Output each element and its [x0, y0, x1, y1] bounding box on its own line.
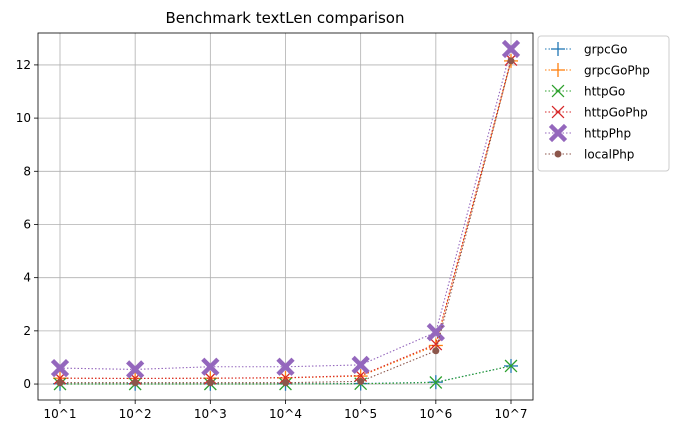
x-tick-label: 10^7: [495, 407, 528, 421]
data-point: [504, 359, 518, 373]
legend-label: httpGoPhp: [584, 106, 648, 120]
data-point: [426, 323, 445, 342]
data-point: [357, 377, 365, 385]
legend-marker: [551, 105, 565, 119]
series-layer: [50, 39, 521, 391]
data-point: [201, 357, 220, 376]
x-marker-stroke: [429, 376, 443, 389]
legend-label: httpGo: [584, 85, 625, 99]
data-point: [126, 360, 145, 379]
legend-item-localPhp: localPhp: [545, 148, 634, 162]
y-tick-label: 6: [23, 217, 31, 231]
legend-label: grpcGo: [584, 43, 627, 57]
dot-marker-shape: [432, 347, 440, 355]
dot-marker-shape: [282, 379, 289, 387]
legend-item-grpcGoPhp: grpcGoPhp: [545, 63, 650, 78]
data-point: [429, 337, 443, 351]
legend-marker: [548, 123, 568, 143]
x-marker-stroke: [551, 84, 565, 98]
series-localPhp: [56, 57, 515, 387]
legend-item-httpGo: httpGo: [545, 85, 625, 99]
y-tick-label: 10: [16, 111, 31, 125]
data-point: [501, 39, 521, 59]
y-tick-label: 4: [23, 271, 31, 285]
filled-x-marker-stroke: [426, 323, 445, 342]
filled-x-marker-stroke: [501, 39, 521, 59]
legend-marker: [551, 63, 565, 77]
legend-marker: [551, 84, 565, 98]
dot-marker-shape: [357, 377, 365, 385]
filled-x-marker-stroke: [201, 357, 220, 376]
dot-marker-shape: [507, 57, 515, 65]
data-point: [131, 379, 139, 387]
data-point: [56, 379, 64, 387]
data-point: [351, 355, 370, 375]
legend-item-httpGoPhp: httpGoPhp: [545, 106, 648, 120]
filled-x-marker-stroke: [126, 360, 145, 379]
data-point: [429, 376, 443, 389]
data-point: [206, 379, 214, 387]
chart-title: Benchmark textLen comparison: [166, 9, 405, 27]
x-marker-stroke: [504, 359, 518, 373]
legend-item-httpPhp: httpPhp: [545, 123, 631, 143]
dot-marker-shape: [554, 150, 562, 158]
data-point: [507, 57, 515, 65]
data-point: [282, 379, 289, 387]
grid-lines: [38, 33, 533, 400]
x-marker-stroke: [551, 105, 565, 119]
x-tick-label: 10^4: [269, 407, 302, 421]
legend-item-grpcGo: grpcGo: [545, 42, 627, 57]
y-tick-label: 8: [23, 164, 31, 178]
dot-marker-shape: [206, 379, 214, 387]
x-marker-stroke: [429, 337, 443, 351]
legend-label: localPhp: [584, 148, 634, 162]
x-tick-label: 10^1: [44, 407, 77, 421]
series-httpPhp: [50, 39, 521, 379]
x-tick-label: 10^3: [194, 407, 227, 421]
data-point: [50, 358, 70, 378]
legend-label: grpcGoPhp: [584, 64, 650, 78]
legend-marker: [551, 42, 565, 56]
y-tick-label: 12: [16, 58, 31, 72]
x-tick-label: 10^6: [419, 407, 452, 421]
data-point: [432, 347, 440, 355]
x-tick-label: 10^5: [344, 407, 377, 421]
y-tick-label: 0: [23, 377, 31, 391]
legend-label: httpPhp: [584, 127, 631, 141]
filled-x-marker-stroke: [276, 357, 295, 376]
x-marker-stroke: [203, 371, 217, 385]
x-tick-label: 10^2: [119, 407, 152, 421]
legend: grpcGo grpcGoPhp httpGo httpGoPhp httpPhp loc…: [537, 35, 670, 172]
filled-x-marker-stroke: [548, 123, 568, 143]
dot-marker-shape: [56, 379, 64, 387]
filled-x-marker-stroke: [50, 358, 70, 378]
legend-marker: [554, 150, 562, 158]
data-point: [203, 371, 217, 385]
data-point: [276, 357, 295, 376]
axis-ticks: 10^1 10^2 10^3 10^4 10^5 10^6 10^7 0 2 4 6 8 10 12: [16, 58, 528, 421]
y-tick-label: 2: [23, 324, 31, 338]
filled-x-marker-stroke: [351, 355, 370, 375]
dot-marker-shape: [131, 379, 139, 387]
